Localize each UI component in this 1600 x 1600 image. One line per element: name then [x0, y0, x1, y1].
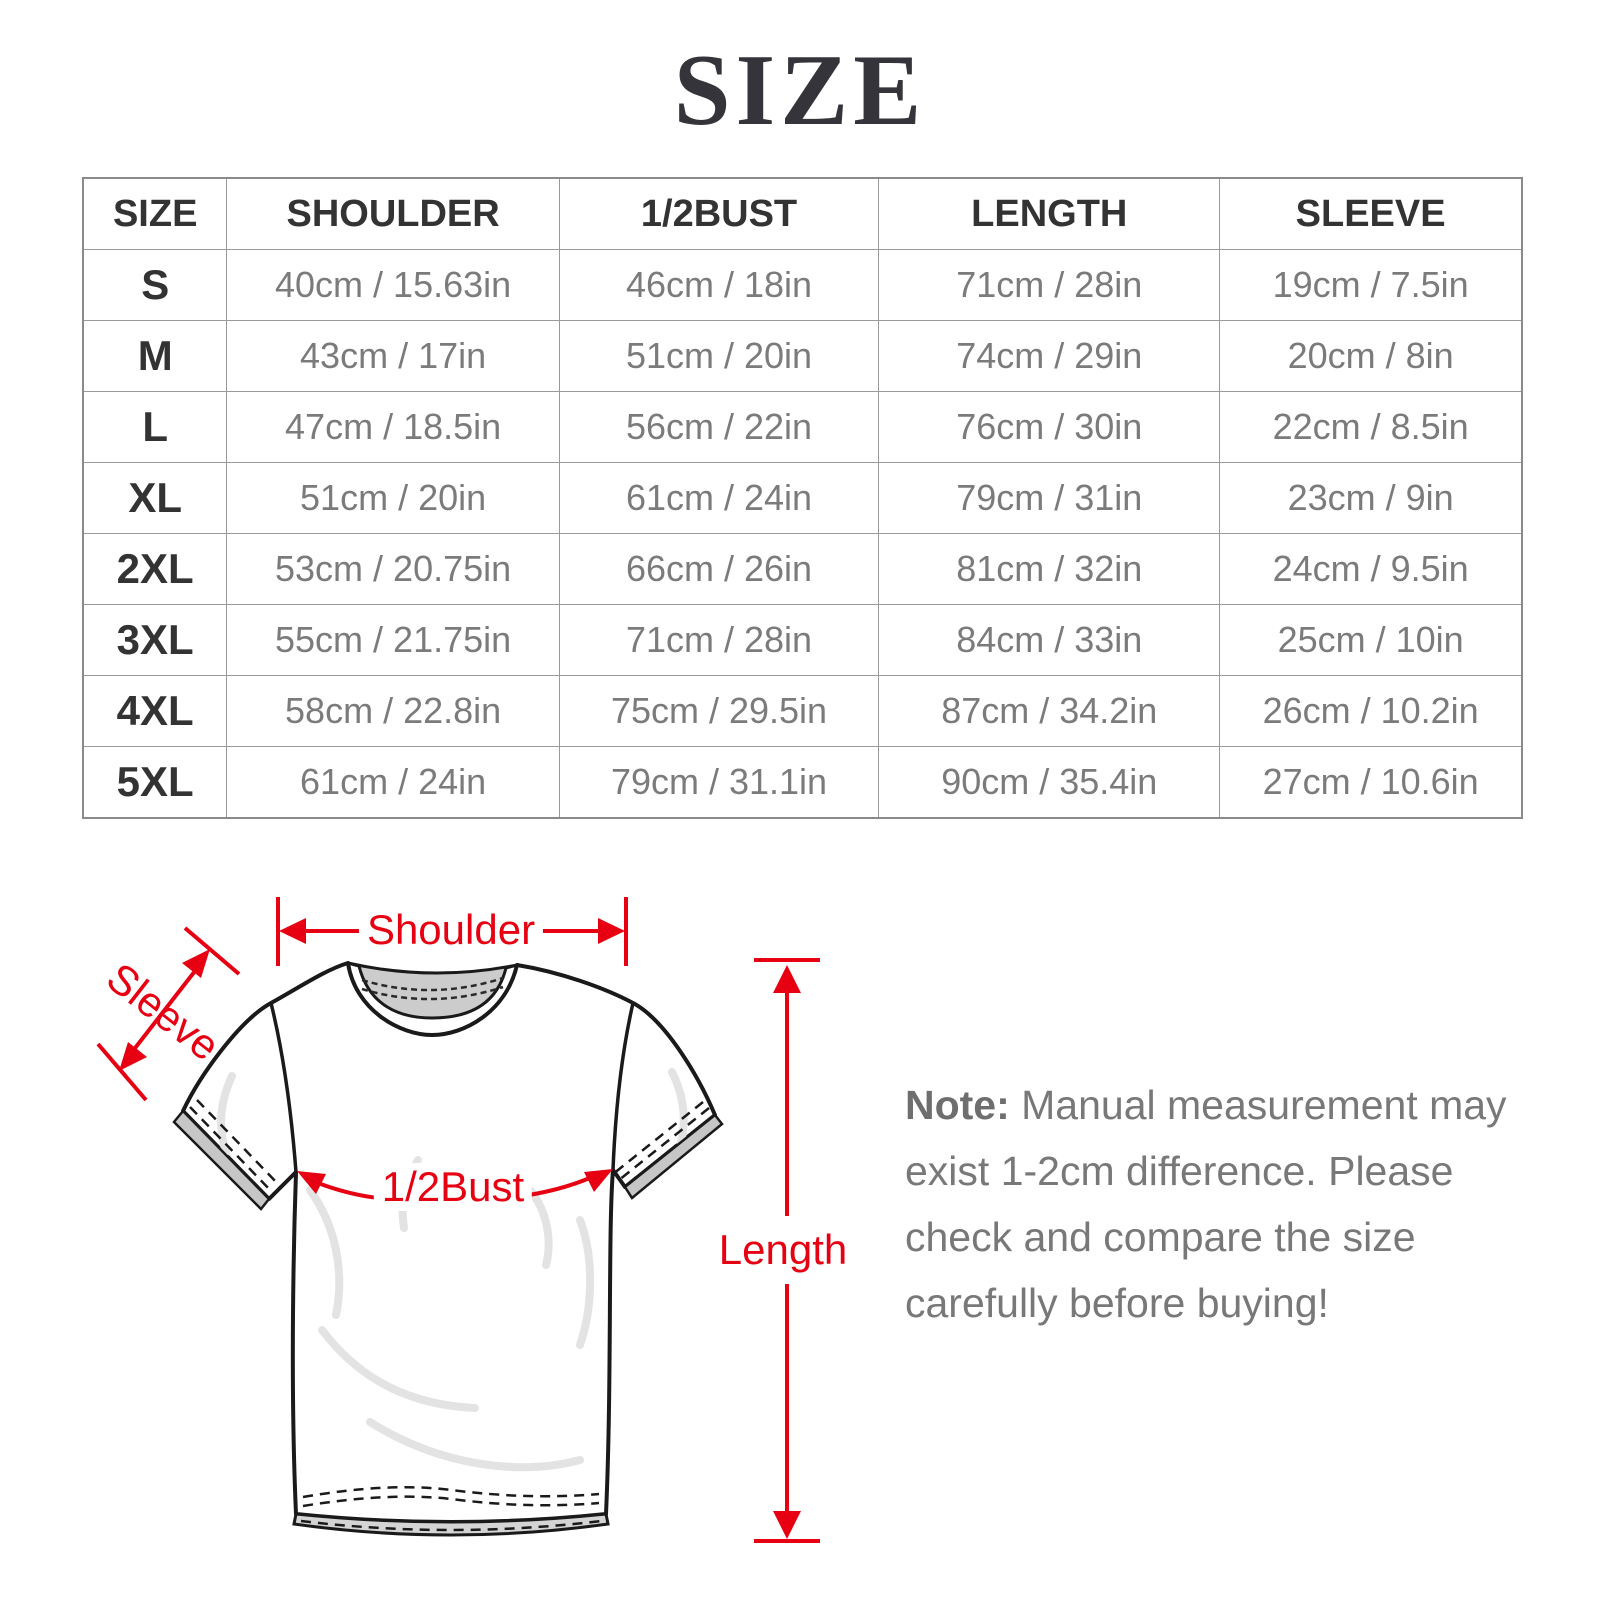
bust-value: 61cm / 24in: [558, 462, 880, 534]
length-value: 76cm / 30in: [878, 391, 1221, 463]
sleeve-value: 19cm / 7.5in: [1219, 249, 1523, 321]
length-value: 74cm / 29in: [878, 320, 1221, 392]
table-header-row: SIZE SHOULDER 1/2BUST LENGTH SLEEVE: [82, 177, 1523, 250]
measurement-annotations: [96, 897, 820, 1543]
bust-value: 56cm / 22in: [558, 391, 880, 463]
shoulder-value: 40cm / 15.63in: [226, 249, 560, 321]
sleeve-value: 20cm / 8in: [1219, 320, 1523, 392]
shoulder-value: 43cm / 17in: [226, 320, 560, 392]
table-row: XL 51cm / 20in 61cm / 24in 79cm / 31in 2…: [82, 462, 1523, 534]
measurement-note: Note: Manual measurement may exist 1-2cm…: [905, 1072, 1537, 1336]
sleeve-value: 27cm / 10.6in: [1219, 746, 1523, 819]
col-header-shoulder: SHOULDER: [226, 177, 560, 250]
length-value: 84cm / 33in: [878, 604, 1221, 676]
table-row: 5XL 61cm / 24in 79cm / 31.1in 90cm / 35.…: [82, 746, 1523, 819]
size-label: 5XL: [82, 746, 228, 819]
bust-value: 66cm / 26in: [558, 533, 880, 605]
size-table: SIZE SHOULDER 1/2BUST LENGTH SLEEVE S 40…: [82, 177, 1523, 819]
tshirt-measurement-diagram: [96, 897, 820, 1543]
tshirt-illustration: [172, 961, 724, 1537]
col-header-length: LENGTH: [878, 177, 1221, 250]
length-value: 90cm / 35.4in: [878, 746, 1221, 819]
sleeve-value: 24cm / 9.5in: [1219, 533, 1523, 605]
col-header-bust: 1/2BUST: [558, 177, 880, 250]
table-row: 4XL 58cm / 22.8in 75cm / 29.5in 87cm / 3…: [82, 675, 1523, 747]
shoulder-value: 51cm / 20in: [226, 462, 560, 534]
size-label: 2XL: [82, 533, 228, 605]
table-row: L 47cm / 18.5in 56cm / 22in 76cm / 30in …: [82, 391, 1523, 463]
hem-band: [292, 1512, 610, 1537]
note-text: Manual measurement may exist 1-2cm diffe…: [905, 1082, 1507, 1326]
sleeve-arrow: [96, 926, 241, 1102]
bust-value: 79cm / 31.1in: [558, 746, 880, 819]
size-label: 3XL: [82, 604, 228, 676]
bust-measure-label: 1/2Bust: [373, 1163, 533, 1211]
bust-value: 75cm / 29.5in: [558, 675, 880, 747]
shoulder-value: 55cm / 21.75in: [226, 604, 560, 676]
length-measure-label: Length: [710, 1226, 856, 1274]
shoulder-measure-label: Shoulder: [358, 906, 544, 954]
shoulder-value: 53cm / 20.75in: [226, 533, 560, 605]
page-title: SIZE: [673, 34, 927, 147]
shoulder-arrow: [276, 897, 628, 966]
table-row: S 40cm / 15.63in 46cm / 18in 71cm / 28in…: [82, 249, 1523, 321]
bust-value: 46cm / 18in: [558, 249, 880, 321]
bust-value: 51cm / 20in: [558, 320, 880, 392]
table-row: 3XL 55cm / 21.75in 71cm / 28in 84cm / 33…: [82, 604, 1523, 676]
shoulder-value: 61cm / 24in: [226, 746, 560, 819]
hem-stitching: [300, 1485, 602, 1532]
length-arrow: [754, 958, 820, 1543]
bust-value: 71cm / 28in: [558, 604, 880, 676]
table-row: M 43cm / 17in 51cm / 20in 74cm / 29in 20…: [82, 320, 1523, 392]
sleeve-value: 22cm / 8.5in: [1219, 391, 1523, 463]
length-value: 87cm / 34.2in: [878, 675, 1221, 747]
col-header-sleeve: SLEEVE: [1219, 177, 1523, 250]
shoulder-value: 47cm / 18.5in: [226, 391, 560, 463]
size-label: 4XL: [82, 675, 228, 747]
cuff-stitching: [189, 1099, 710, 1195]
note-label: Note:: [905, 1082, 1010, 1128]
sleeve-value: 23cm / 9in: [1219, 462, 1523, 534]
sleeve-value: 25cm / 10in: [1219, 604, 1523, 676]
size-label: L: [82, 391, 228, 463]
table-row: 2XL 53cm / 20.75in 66cm / 26in 81cm / 32…: [82, 533, 1523, 605]
col-header-size: SIZE: [82, 177, 228, 250]
size-label: S: [82, 249, 228, 321]
size-label: XL: [82, 462, 228, 534]
length-value: 81cm / 32in: [878, 533, 1221, 605]
size-label: M: [82, 320, 228, 392]
left-cuff-face: [172, 1109, 271, 1211]
length-value: 71cm / 28in: [878, 249, 1221, 321]
right-cuff-face: [623, 1113, 724, 1200]
length-value: 79cm / 31in: [878, 462, 1221, 534]
shoulder-value: 58cm / 22.8in: [226, 675, 560, 747]
sleeve-value: 26cm / 10.2in: [1219, 675, 1523, 747]
